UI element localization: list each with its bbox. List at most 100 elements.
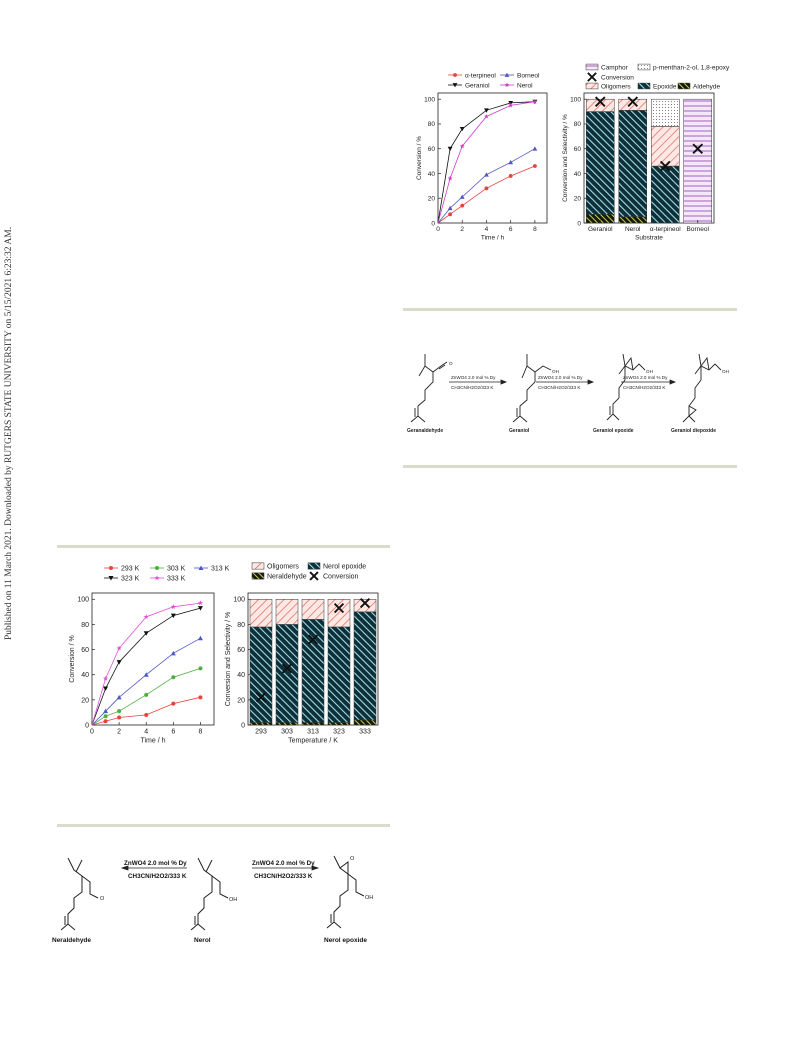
y-tick-label: 0 bbox=[85, 722, 89, 729]
data-point bbox=[484, 172, 489, 177]
legend-label: 333 K bbox=[167, 575, 186, 582]
conversion-marker bbox=[333, 603, 345, 614]
data-point bbox=[143, 672, 149, 677]
series-line bbox=[437, 148, 536, 224]
series-line bbox=[91, 637, 201, 726]
legend-label: Oligomers bbox=[601, 83, 631, 90]
legend-label: Nerol epoxide bbox=[323, 563, 366, 570]
stacked-bar-segment bbox=[651, 98, 680, 127]
bar-plot-temperature: 0 20 40 60 80 100 Conversion and Selectivity /… bbox=[225, 562, 379, 745]
y-tick-label: 60 bbox=[237, 647, 245, 654]
compound-label: Neraldehyde bbox=[52, 937, 91, 944]
series-line bbox=[91, 602, 201, 726]
conversion-marker bbox=[659, 160, 671, 172]
legend-marker bbox=[155, 566, 159, 570]
compound-label: Geranaldehyde bbox=[407, 428, 443, 434]
legend-marker bbox=[452, 83, 458, 88]
y-tick-label: 20 bbox=[81, 697, 89, 704]
scheme1-oh-label: OH bbox=[552, 369, 559, 374]
legend-label: Geraniol bbox=[465, 82, 490, 89]
legend-label: Oligomers bbox=[267, 563, 299, 570]
separator-rule bbox=[57, 824, 390, 827]
compound-label: Geraniol diepoxide bbox=[671, 428, 716, 434]
scheme1-arrow3-cond-bottom: CH3CN/H2O2/333 K bbox=[623, 385, 666, 390]
data-point bbox=[197, 606, 203, 611]
data-point bbox=[103, 708, 109, 714]
stacked-bar-segment bbox=[586, 111, 615, 215]
x-tick-label: 4 bbox=[144, 728, 148, 735]
line-plot-temperature: 0 20 40 60 80 100 Conversion / % Time / h 0 2 4 6 8 2… bbox=[69, 565, 230, 744]
y-tick-label: 60 bbox=[81, 647, 89, 654]
data-point bbox=[197, 600, 204, 606]
legend-label: Camphor bbox=[601, 64, 629, 71]
compound-label: Nerol epoxide bbox=[324, 937, 367, 944]
data-point bbox=[447, 205, 453, 211]
data-point bbox=[460, 203, 465, 208]
scheme2-arrow2-cond-top: ZnWO4 2.0 mol % Dy bbox=[252, 860, 315, 867]
x-axis-label: Time / h bbox=[481, 234, 505, 241]
data-point bbox=[484, 108, 489, 113]
x-tick-label: 8 bbox=[198, 728, 202, 735]
y-tick-label: 80 bbox=[574, 121, 582, 128]
separator-rule bbox=[57, 545, 390, 548]
stacked-bar-segment bbox=[651, 165, 680, 224]
legend-swatch bbox=[585, 63, 599, 71]
data-point bbox=[447, 146, 453, 152]
x-tick-label: α-terpineol bbox=[650, 226, 681, 233]
conversion-cross-stroke bbox=[692, 143, 704, 154]
stacked-bar-segment bbox=[275, 624, 299, 723]
conversion-marker bbox=[692, 143, 704, 154]
data-point bbox=[197, 635, 203, 641]
data-point bbox=[459, 194, 465, 199]
stacked-bar-segment bbox=[618, 110, 647, 218]
x-tick-label: 0 bbox=[436, 226, 440, 233]
conversion-marker bbox=[307, 634, 319, 645]
x-tick-label: 6 bbox=[509, 226, 513, 233]
data-point bbox=[116, 694, 122, 700]
y-tick-label: 100 bbox=[77, 597, 89, 604]
watermark-text: Published on 11 March 2021. Downloaded b… bbox=[4, 226, 14, 640]
y-tick-label: 80 bbox=[237, 622, 245, 629]
legend-marker bbox=[309, 571, 319, 581]
stacked-bar-segment bbox=[586, 98, 615, 112]
scheme2-o-label: O bbox=[100, 896, 105, 902]
x-tick-label: 293 bbox=[255, 728, 267, 735]
data-point bbox=[171, 675, 176, 680]
conversion-marker bbox=[594, 96, 606, 107]
scheme1-o-label: O bbox=[449, 361, 453, 366]
reaction-scheme-nerol: ZnWO4 2.0 mol % Dy CH3CN/H2O2/333 K ZnWO… bbox=[52, 855, 373, 944]
data-point bbox=[144, 712, 149, 717]
y-tick-label: 80 bbox=[428, 121, 436, 128]
scheme1-arrow3-cond-top: ZnWO4 2.0 mol % Dy bbox=[623, 375, 668, 380]
compound-label: Geraniol epoxide bbox=[593, 428, 634, 434]
data-point bbox=[532, 164, 537, 168]
legend-marker bbox=[504, 82, 510, 88]
y-axis-label: Conversion / % bbox=[416, 136, 423, 180]
stacked-bar-segment bbox=[327, 626, 351, 723]
scheme1-arrow2-cond-top: ZnWO4 2.0 mol % Dy bbox=[538, 375, 583, 380]
data-point bbox=[116, 645, 122, 651]
data-point bbox=[483, 113, 489, 119]
x-tick-label: 2 bbox=[460, 226, 464, 233]
conversion-cross-stroke bbox=[594, 96, 606, 107]
x-tick-label: 8 bbox=[533, 226, 537, 233]
legend-marker bbox=[198, 565, 204, 570]
data-point bbox=[117, 709, 122, 714]
separator-rule bbox=[403, 308, 737, 311]
compound-label: Geraniol bbox=[509, 428, 530, 434]
data-point bbox=[447, 175, 453, 181]
y-axis-label: Conversion / % bbox=[69, 635, 76, 682]
y-tick-label: 100 bbox=[424, 96, 435, 103]
data-point bbox=[143, 614, 149, 620]
data-point bbox=[508, 174, 513, 178]
separator-rule bbox=[403, 465, 737, 468]
legend-label: 313 K bbox=[211, 565, 230, 572]
stacked-bar-segment bbox=[353, 611, 377, 721]
data-point bbox=[532, 146, 538, 151]
x-axis-label: Temperature / K bbox=[288, 738, 338, 745]
conversion-cross-stroke bbox=[281, 663, 293, 674]
legend-swatch bbox=[251, 572, 265, 580]
data-point bbox=[103, 686, 109, 692]
stacked-bar-segment bbox=[327, 599, 351, 628]
x-tick-label: 313 bbox=[307, 728, 319, 735]
